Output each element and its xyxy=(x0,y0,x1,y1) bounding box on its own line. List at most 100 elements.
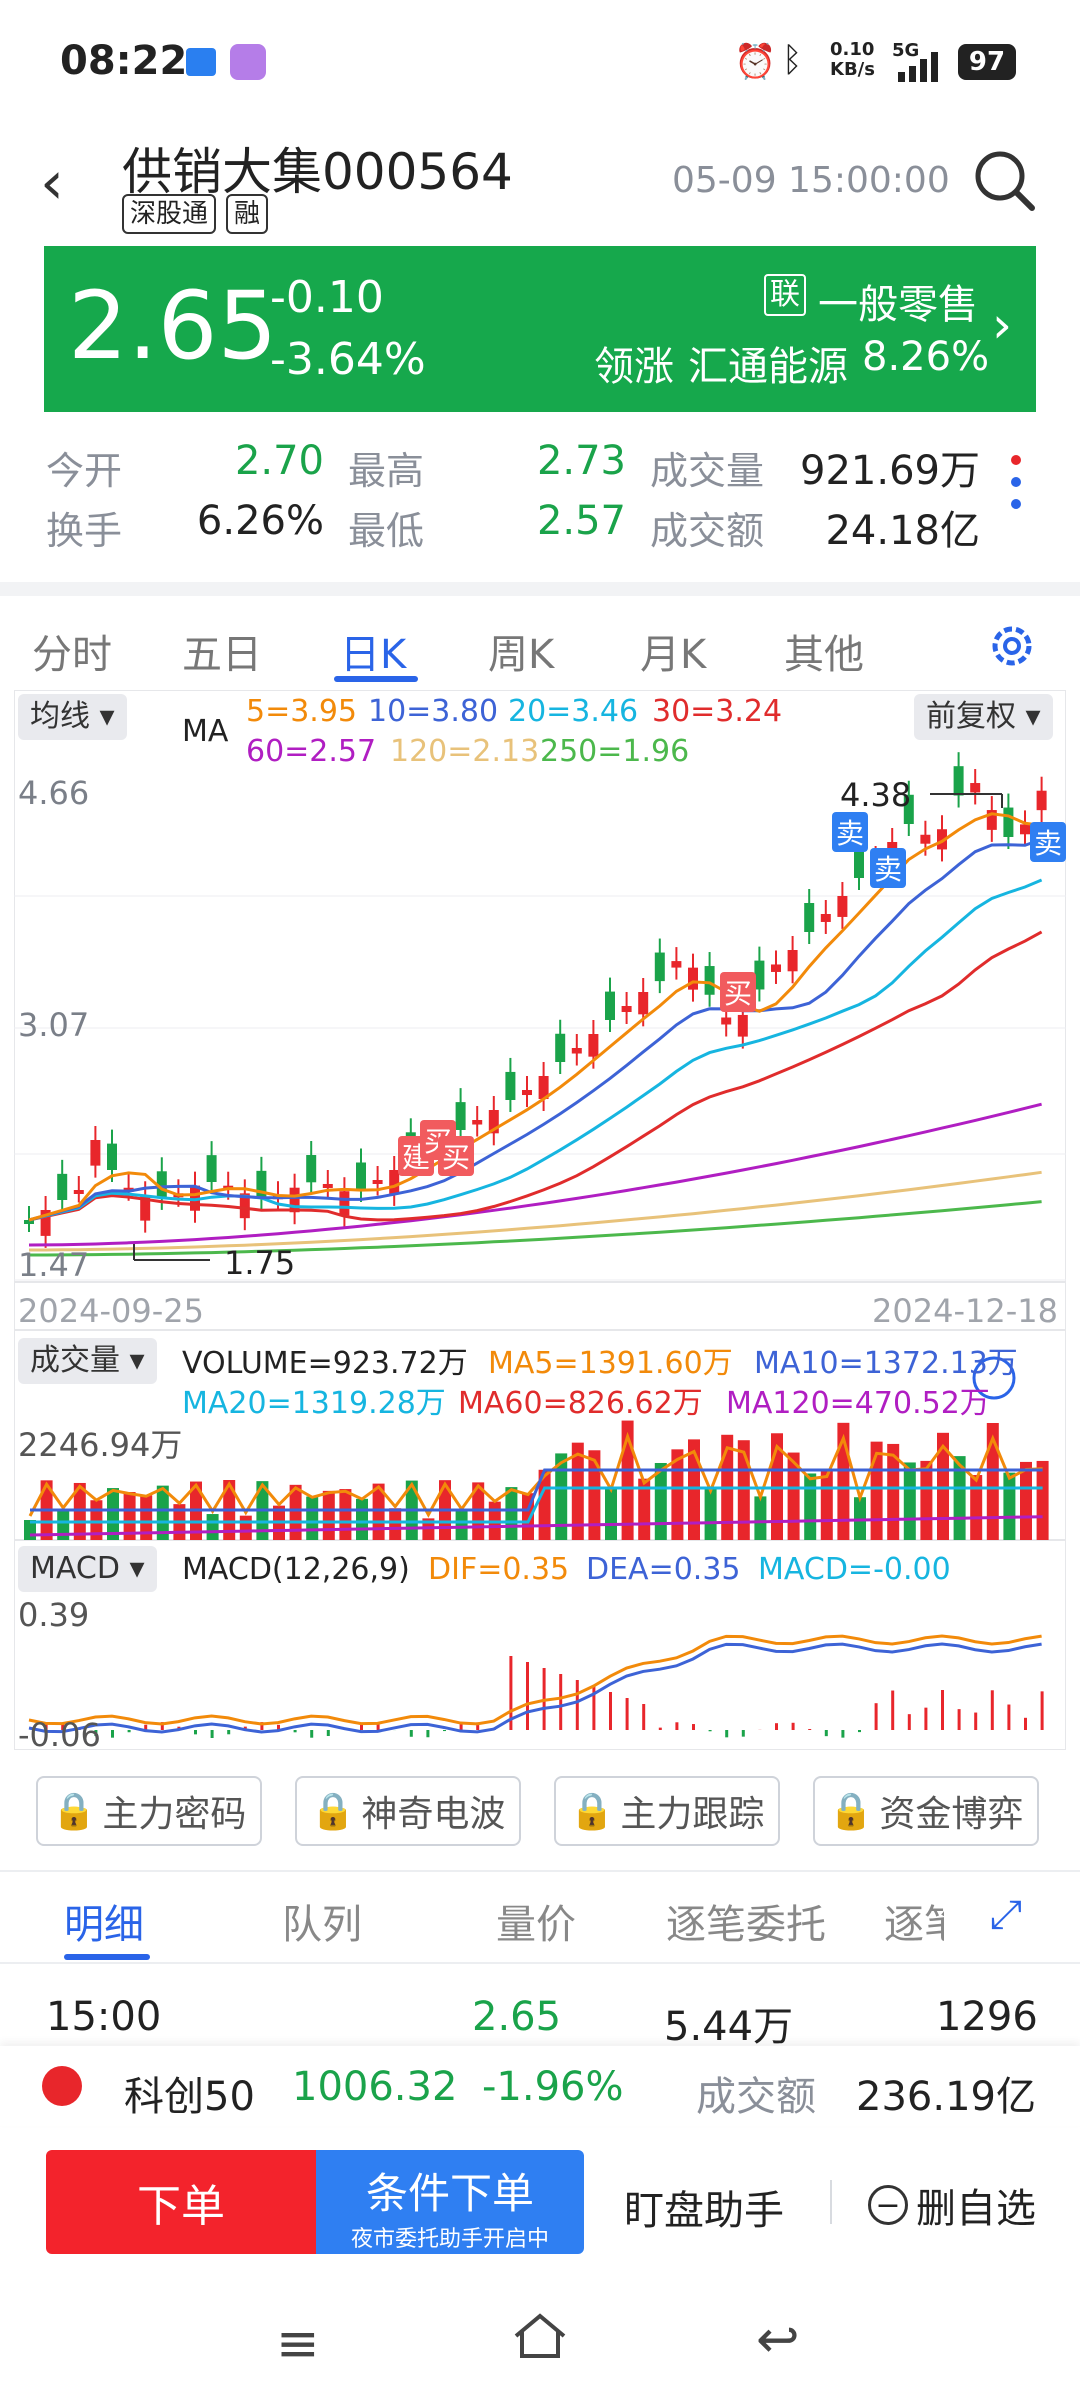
tab-tick-by-tick[interactable]: 逐笔 xyxy=(884,1902,944,1948)
settings-gear-icon[interactable] xyxy=(984,618,1040,674)
ma30-line xyxy=(28,930,1043,1222)
turnover-value: 6.26% xyxy=(196,498,324,544)
feature-fund-game[interactable]: 🔒 资金博弈 xyxy=(813,1776,1039,1846)
current-price: 2.65 xyxy=(68,272,278,381)
tab-queue[interactable]: 队列 xyxy=(282,1902,362,1948)
expand-icon[interactable]: ⤢ xyxy=(990,1892,1022,1938)
index-bar[interactable]: 科创50 1006.32 -1.96% 成交额 236.19亿 xyxy=(0,2046,1080,2126)
low-value: 2.57 xyxy=(536,498,626,544)
order-button[interactable]: 下单 xyxy=(46,2150,316,2254)
trade-time: 15:00 xyxy=(46,1994,162,2040)
index-value: 1006.32 xyxy=(292,2064,458,2110)
volume-ma5-line xyxy=(28,1431,1043,1518)
open-label: 今开 xyxy=(46,449,123,493)
ma120-line xyxy=(29,1170,1042,1252)
ma10-label: 10=3.80 xyxy=(368,694,499,729)
ma5-line xyxy=(28,812,1042,1222)
tab-detail[interactable]: 明细 xyxy=(64,1902,144,1948)
y-axis-bottom: 1.47 xyxy=(18,1246,90,1284)
feature-main-code[interactable]: 🔒 主力密码 xyxy=(36,1776,262,1846)
ma-selector[interactable]: 均线 ▾ xyxy=(18,694,127,740)
trade-price: 2.65 xyxy=(472,1994,562,2040)
volume-value-label: VOLUME=923.72万 xyxy=(182,1346,468,1381)
app-notification-icon-2 xyxy=(230,44,266,80)
macd-dif: DIF=0.35 xyxy=(428,1552,570,1587)
price-banner[interactable]: 2.65 -0.10 -3.64% 联 一般零售 领涨 汇通能源 8.26% › xyxy=(44,246,1036,412)
back-nav-icon[interactable]: ↩ xyxy=(756,2310,800,2370)
tab-monthly-k[interactable]: 月K xyxy=(640,632,707,678)
menu-nav-icon[interactable]: ≡ xyxy=(276,2314,320,2374)
sector-badge: 联 xyxy=(764,274,806,316)
back-arrow-icon[interactable]: ‹ xyxy=(40,148,64,218)
search-icon[interactable] xyxy=(970,146,1038,214)
y-axis-top: 4.66 xyxy=(18,774,90,812)
status-bar: 08:22 ⏰ ᛒ 0.10 KB/s 5G 97 xyxy=(0,0,1080,120)
exchange-logo-icon xyxy=(42,2066,82,2106)
dif-line xyxy=(28,1634,1042,1726)
conditional-order-label: 条件下单 xyxy=(365,2169,534,2218)
volume-ma5-label: MA5=1391.60万 xyxy=(488,1346,733,1381)
tab-intraday[interactable]: 分时 xyxy=(32,632,112,678)
ma10-line xyxy=(28,838,1043,1222)
ma-label: MA xyxy=(182,714,229,749)
lock-icon: 🔒 xyxy=(51,1791,97,1832)
divider xyxy=(0,582,1080,596)
tab-weekly-k[interactable]: 周K xyxy=(488,632,555,678)
signal-sell-1[interactable]: 卖 xyxy=(832,812,869,852)
date-start: 2024-09-25 xyxy=(18,1292,204,1330)
signal-buy-3[interactable]: 买 xyxy=(438,1136,475,1176)
kline-chart[interactable] xyxy=(14,690,1066,1750)
index-amount: 236.19亿 xyxy=(856,2074,1036,2120)
tab-other[interactable]: 其他 xyxy=(784,632,864,678)
volume-ma10-line xyxy=(30,1468,1043,1512)
signal-sell-3[interactable]: 卖 xyxy=(1030,822,1067,862)
tag-shenguotong: 深股通 xyxy=(122,194,217,234)
volume-label: 成交量 xyxy=(650,449,765,493)
page-title: 供销大集000564 xyxy=(122,143,513,201)
ma30-label: 30=3.24 xyxy=(652,694,783,729)
fullscreen-chart-icon[interactable] xyxy=(972,1356,1016,1400)
tab-five-day[interactable]: 五日 xyxy=(182,632,262,678)
feature-main-track[interactable]: 🔒 主力跟踪 xyxy=(554,1776,780,1846)
divider xyxy=(830,2180,832,2224)
volume-selector[interactable]: 成交量 ▾ xyxy=(18,1338,157,1384)
divider xyxy=(0,1962,1080,1964)
active-tab-indicator xyxy=(64,1954,150,1960)
signal-sell-2[interactable]: 卖 xyxy=(870,848,907,888)
net-speed: 0.10 KB/s xyxy=(830,39,875,80)
date-end: 2024-12-18 xyxy=(872,1292,1058,1330)
tab-order-by-order[interactable]: 逐笔委托 xyxy=(666,1902,826,1948)
lock-icon: 🔒 xyxy=(310,1791,356,1832)
low-label: 最低 xyxy=(348,509,425,553)
macd-y-bottom: -0.06 xyxy=(18,1716,101,1754)
battery-icon: 97 xyxy=(958,44,1016,80)
conditional-order-button[interactable]: 条件下单 夜市委托助手开启中 xyxy=(316,2150,584,2254)
tag-margin: 融 xyxy=(226,194,269,234)
macd-params: MACD(12,26,9) xyxy=(182,1552,410,1587)
tab-volume-price[interactable]: 量价 xyxy=(496,1902,576,1948)
sector-leader: 领涨 汇通能源 8.26% xyxy=(594,334,990,390)
volume-ma120-line xyxy=(29,1515,1043,1537)
macd-value: MACD=-0.00 xyxy=(758,1552,951,1587)
watch-assistant-button[interactable]: 盯盘助手 xyxy=(624,2188,784,2234)
macd-selector[interactable]: MACD ▾ xyxy=(18,1546,157,1592)
chevron-right-icon: › xyxy=(992,296,1012,354)
y-axis-mid: 3.07 xyxy=(18,1006,90,1044)
amount-value: 24.18亿 xyxy=(825,508,980,554)
feature-magic-wave[interactable]: 🔒 神奇电波 xyxy=(295,1776,521,1846)
price-change: -0.10 xyxy=(270,272,384,323)
ma5-label: 5=3.95 xyxy=(246,694,358,729)
bluetooth-icon: ᛒ xyxy=(782,40,803,80)
ma60-label: 60=2.57 xyxy=(246,734,377,769)
ma60-line xyxy=(28,1102,1042,1247)
more-dots-icon[interactable] xyxy=(1006,450,1026,520)
adjust-selector[interactable]: 前复权 ▾ xyxy=(914,694,1053,740)
macd-y-top: 0.39 xyxy=(18,1596,90,1634)
signal-buy-1[interactable]: 买 xyxy=(720,972,757,1012)
volume-y-top: 2246.94万 xyxy=(18,1426,183,1464)
tab-daily-k[interactable]: 日K xyxy=(340,632,407,678)
remove-watchlist-button[interactable]: − 删自选 xyxy=(868,2176,1036,2234)
trade-volume: 5.44万 xyxy=(664,2004,794,2050)
home-nav-icon[interactable] xyxy=(510,2310,570,2362)
divider xyxy=(0,1870,1080,1872)
